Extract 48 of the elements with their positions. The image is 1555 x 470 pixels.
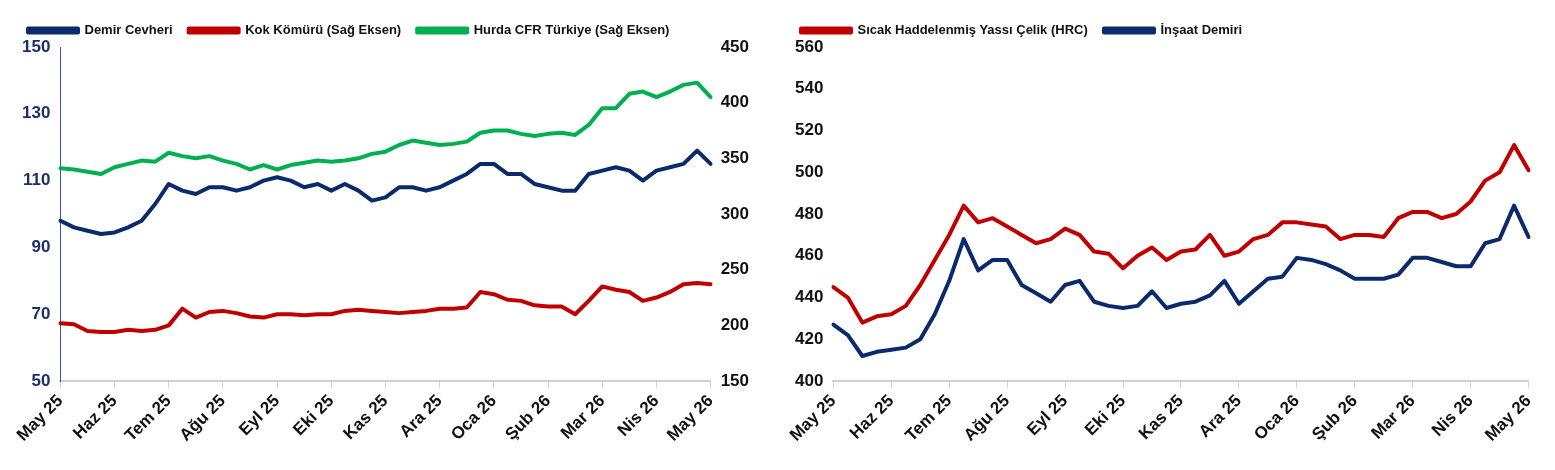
legend-label: İnşaat Demiri xyxy=(1160,22,1243,38)
x-tick-label: Nis 26 xyxy=(613,390,663,440)
x-tick-label: Eyl 25 xyxy=(235,390,284,440)
x-tick-label: Nis 26 xyxy=(1427,390,1477,440)
x-tick-label: Ağu 25 xyxy=(959,390,1014,445)
y-tick-label: 400 xyxy=(794,370,824,390)
y-tick-label: 480 xyxy=(794,203,824,223)
x-tick-label: Kas 25 xyxy=(1134,390,1188,444)
x-tick-label: Ara 25 xyxy=(1194,390,1246,442)
x-tick-label: Mar 26 xyxy=(556,390,609,443)
x-tick-label: Eki 25 xyxy=(289,390,338,440)
x-tick-label: Şub 26 xyxy=(1308,390,1361,444)
x-tick-label: Eyl 25 xyxy=(1023,390,1072,440)
x-tick-label: Ara 25 xyxy=(395,390,446,442)
y-tick-label: 130 xyxy=(21,103,51,123)
y-tick-label: 520 xyxy=(794,120,824,140)
y-tick-label: 70 xyxy=(31,303,51,323)
y-tick-label: 50 xyxy=(31,370,51,390)
x-tick-label: Tem 25 xyxy=(120,390,175,445)
y-tick-label: 500 xyxy=(794,161,824,181)
x-tick-label: Haz 25 xyxy=(845,390,898,443)
y-tick-label: 150 xyxy=(21,36,51,56)
y2-tick-label: 200 xyxy=(720,315,750,335)
legend-label: Demir Cevheri xyxy=(84,22,173,38)
y-tick-label: 420 xyxy=(794,328,824,348)
x-tick-label: Oca 26 xyxy=(447,390,501,444)
y-tick-label: 560 xyxy=(794,36,824,56)
y2-tick-label: 400 xyxy=(720,92,750,112)
y2-tick-label: 250 xyxy=(720,259,750,279)
x-tick-label: Oca 26 xyxy=(1250,390,1303,444)
x-tick-label: Mar 26 xyxy=(1367,390,1419,443)
y2-tick-label: 150 xyxy=(720,370,750,390)
y-tick-label: 440 xyxy=(794,287,824,307)
y-tick-label: 90 xyxy=(31,237,51,257)
x-tick-label: Eki 25 xyxy=(1080,390,1130,440)
y2-tick-label: 350 xyxy=(720,148,750,168)
y-tick-label: 460 xyxy=(794,245,824,265)
y-tick-label: 540 xyxy=(794,78,824,98)
x-tick-label: Şub 26 xyxy=(501,390,555,444)
legend-label: Sıcak Haddelenmiş Yassı Çelik (HRC) xyxy=(857,22,1088,38)
x-tick-label: Kas 25 xyxy=(339,390,392,444)
x-tick-label: Tem 25 xyxy=(901,390,956,445)
legend-label: Hurda CFR Türkiye (Sağ Eksen) xyxy=(473,22,670,38)
legend-label: Kok Kömürü (Sağ Eksen) xyxy=(245,22,402,38)
y2-tick-label: 300 xyxy=(720,203,750,223)
x-tick-label: Haz 25 xyxy=(69,390,121,443)
y-tick-label: 110 xyxy=(22,170,51,190)
y2-tick-label: 450 xyxy=(720,36,750,56)
